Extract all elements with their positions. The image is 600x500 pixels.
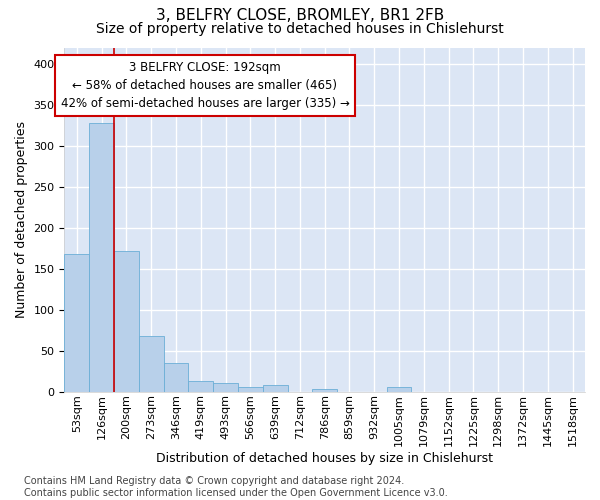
Bar xyxy=(263,385,287,392)
Y-axis label: Number of detached properties: Number of detached properties xyxy=(15,121,28,318)
X-axis label: Distribution of detached houses by size in Chislehurst: Distribution of detached houses by size … xyxy=(156,452,493,465)
Bar xyxy=(64,254,89,392)
Text: Contains HM Land Registry data © Crown copyright and database right 2024.
Contai: Contains HM Land Registry data © Crown c… xyxy=(24,476,448,498)
Bar xyxy=(164,363,188,392)
Bar xyxy=(213,384,238,392)
Bar xyxy=(238,388,263,392)
Bar xyxy=(188,381,213,392)
Bar xyxy=(386,388,412,392)
Bar xyxy=(114,250,139,392)
Bar xyxy=(313,389,337,392)
Text: 3, BELFRY CLOSE, BROMLEY, BR1 2FB: 3, BELFRY CLOSE, BROMLEY, BR1 2FB xyxy=(156,8,444,22)
Text: Size of property relative to detached houses in Chislehurst: Size of property relative to detached ho… xyxy=(96,22,504,36)
Text: 3 BELFRY CLOSE: 192sqm
← 58% of detached houses are smaller (465)
42% of semi-de: 3 BELFRY CLOSE: 192sqm ← 58% of detached… xyxy=(61,62,349,110)
Bar xyxy=(139,336,164,392)
Bar xyxy=(89,123,114,392)
